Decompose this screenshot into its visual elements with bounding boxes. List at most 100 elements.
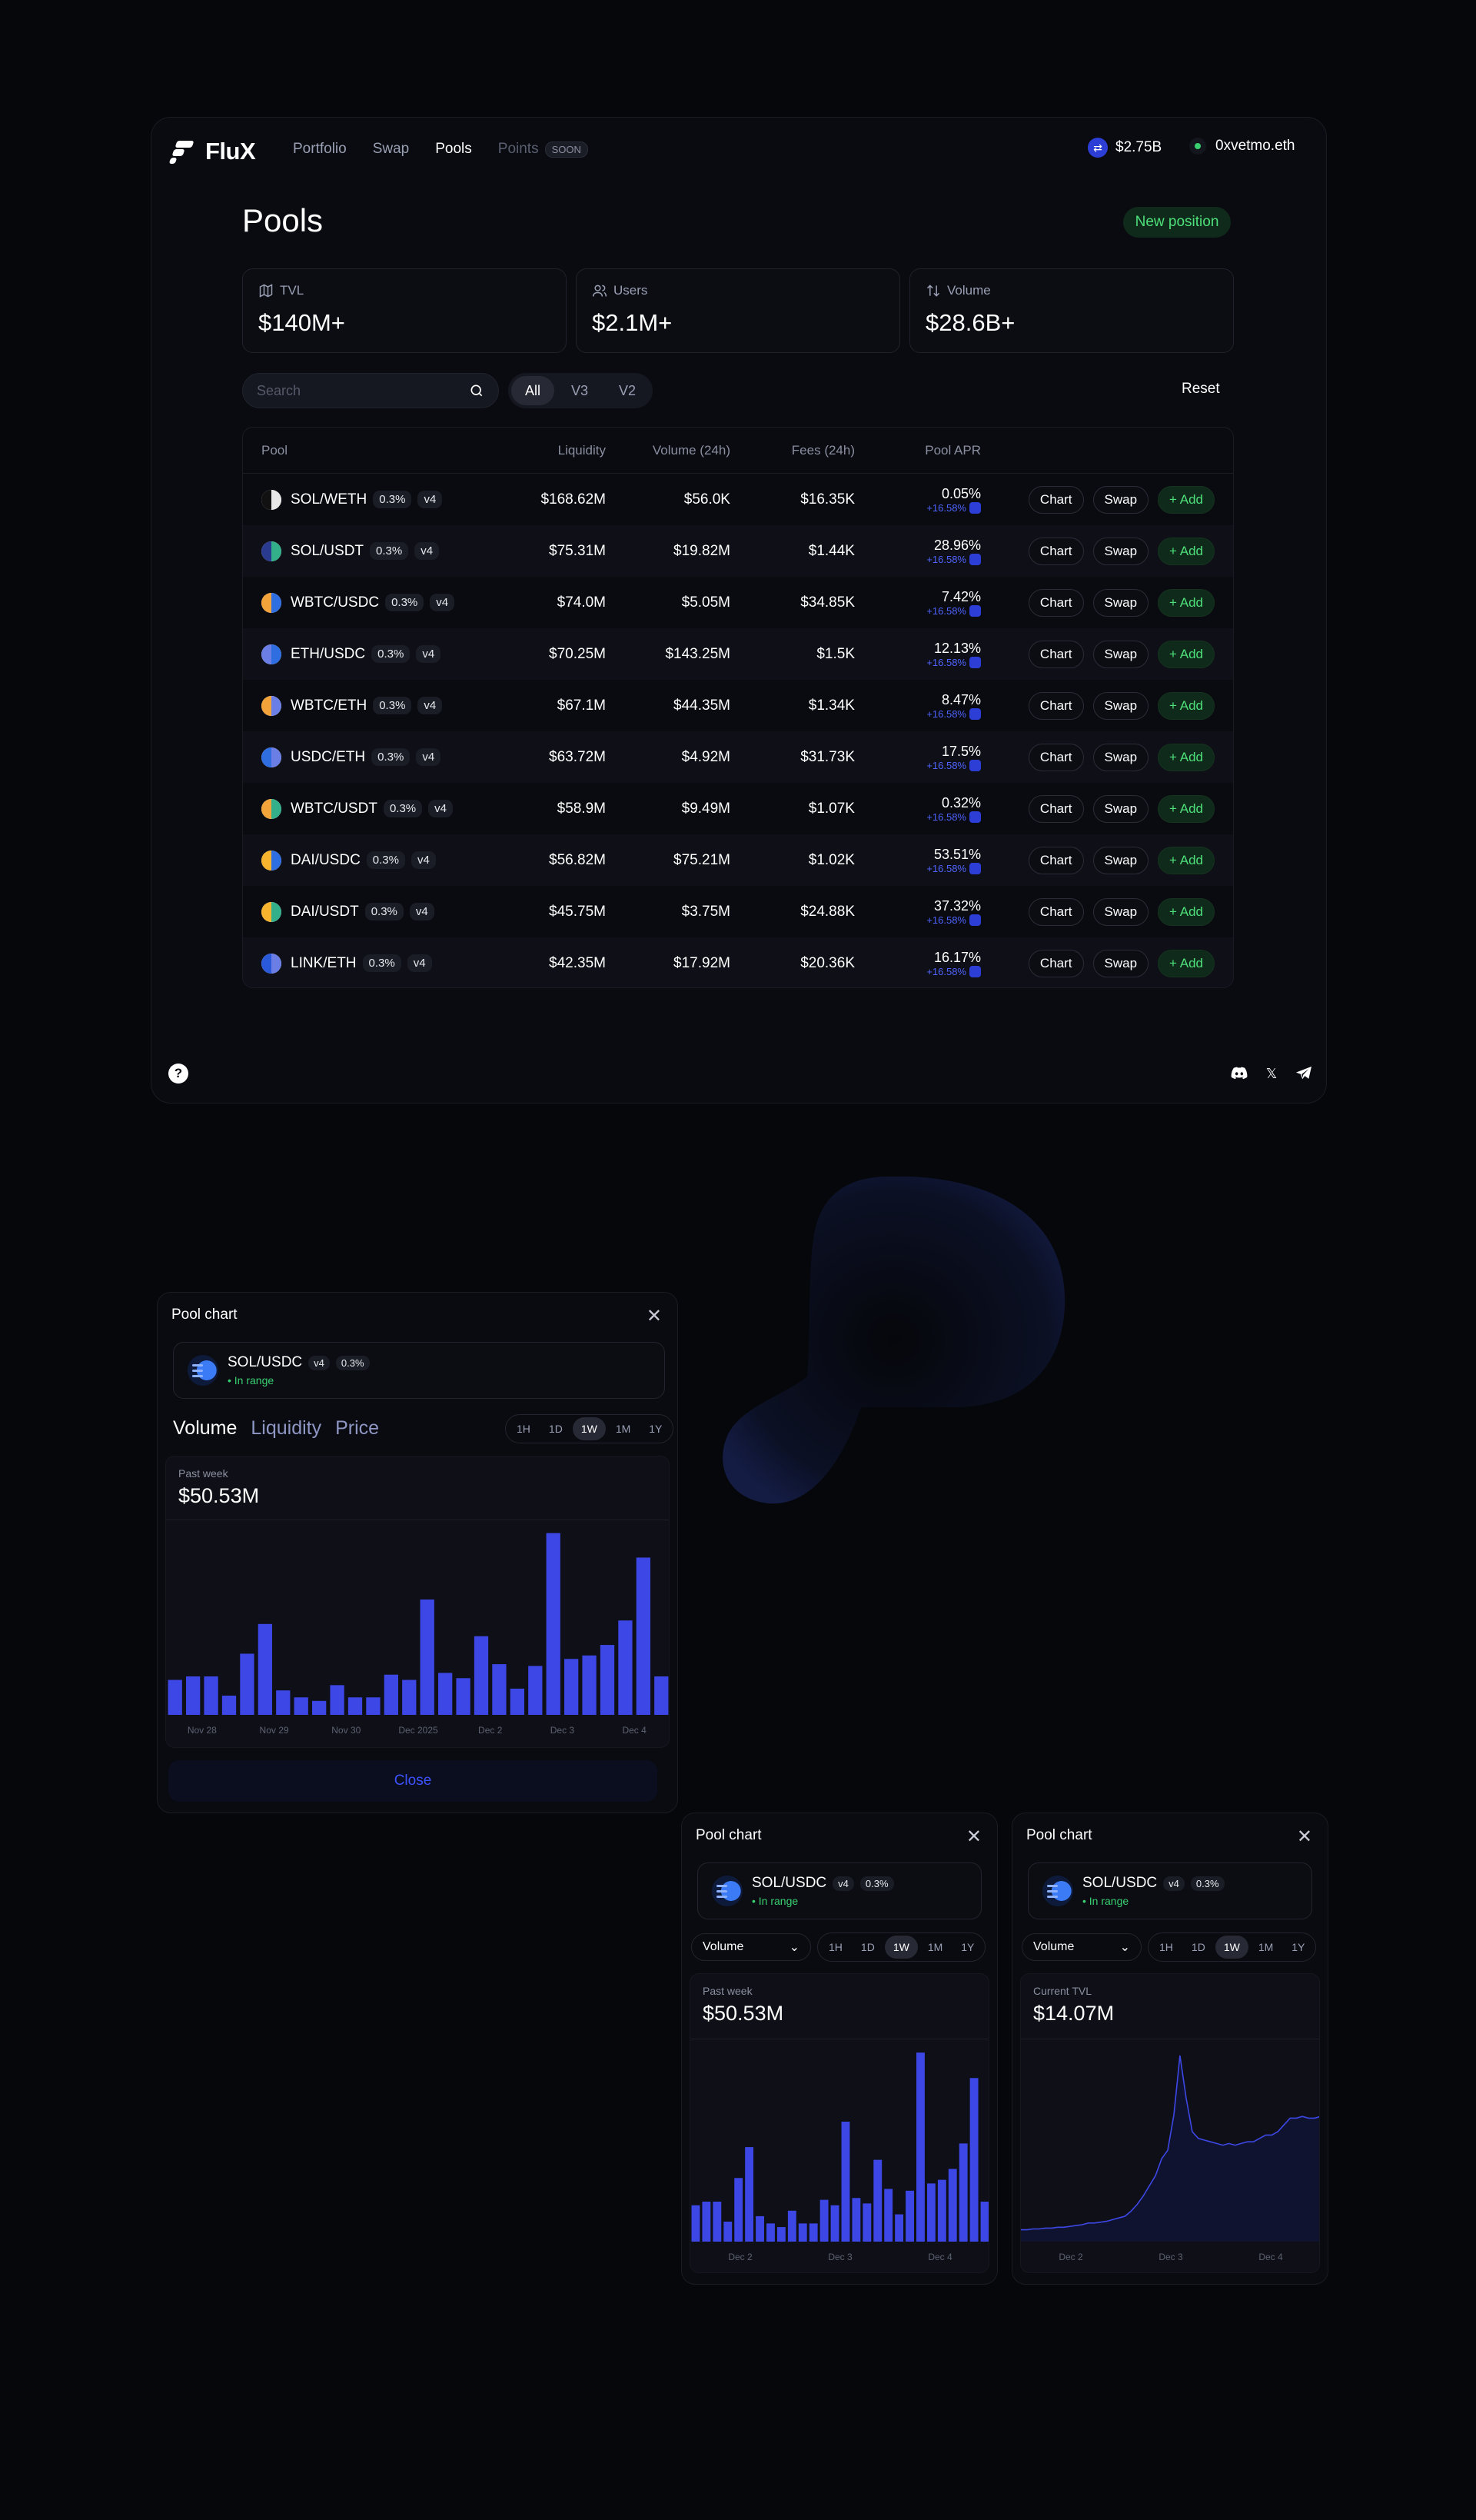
chart-bar[interactable] [366,1697,381,1715]
table-row[interactable]: DAI/USDC 0.3% v4 $56.82M $75.21M $1.02K 53.51%… [243,834,1233,886]
chart-button[interactable]: Chart [1028,949,1084,977]
chart-bar[interactable] [186,1676,201,1715]
swap-button[interactable]: Swap [1092,846,1149,874]
tf-1d[interactable]: 1D [1191,1941,1205,1953]
chart-bar[interactable] [402,1679,417,1715]
swap-button[interactable]: Swap [1092,537,1149,565]
chart-bar[interactable] [906,2190,914,2242]
add-button[interactable]: + Add [1158,640,1215,668]
tf-1m[interactable]: 1M [927,1941,943,1953]
add-button[interactable]: + Add [1158,846,1215,874]
search-icon[interactable] [469,383,484,398]
chart-bar[interactable] [492,1664,507,1715]
chart-bar[interactable] [873,2159,883,2242]
tf-1y[interactable]: 1Y [1292,1941,1305,1953]
chart-bar[interactable] [636,1557,650,1715]
chart-button[interactable]: Chart [1028,846,1084,874]
chart-button[interactable]: Chart [1028,691,1084,720]
tf-1d[interactable]: 1D [860,1941,875,1953]
table-row[interactable]: SOL/USDT 0.3% v4 $75.31M $19.82M $1.44K 28.96%… [243,525,1233,577]
close-icon[interactable]: ✕ [1296,1826,1312,1847]
tf-1m[interactable]: 1M [615,1423,631,1435]
tab-liquidity[interactable]: Liquidity [251,1417,322,1439]
chart-bar[interactable] [168,1679,182,1715]
brand-logo[interactable]: FluX [168,138,256,165]
nav-pools[interactable]: Pools [435,141,472,157]
chart-bar[interactable] [734,2178,743,2242]
add-button[interactable]: + Add [1158,897,1215,926]
table-row[interactable]: WBTC/ETH 0.3% v4 $67.1M $44.35M $1.34K 8.47% +1… [243,680,1233,731]
chart-button[interactable]: Chart [1028,640,1084,668]
add-button[interactable]: + Add [1158,588,1215,617]
chart-bar[interactable] [980,2202,989,2242]
chart-bar[interactable] [510,1688,524,1715]
chart-bar[interactable] [474,1636,489,1715]
add-button[interactable]: + Add [1158,485,1215,514]
filter-v2[interactable]: V2 [619,382,637,398]
chart-bar[interactable] [916,2052,925,2242]
tf-1h[interactable]: 1H [829,1941,843,1953]
chart-bar[interactable] [438,1673,453,1715]
tab-volume[interactable]: Volume [173,1417,238,1439]
swap-button[interactable]: Swap [1092,794,1149,823]
table-row[interactable]: WBTC/USDT 0.3% v4 $58.9M $9.49M $1.07K 0.32% +1… [243,783,1233,834]
chart-line[interactable] [1021,2055,1320,2231]
swap-button[interactable]: Swap [1092,949,1149,977]
chart-bar[interactable] [809,2223,818,2242]
close-icon[interactable]: ✕ [646,1306,662,1327]
chart-bar[interactable] [926,2183,936,2242]
nav-swap[interactable]: Swap [372,141,410,157]
table-row[interactable]: ETH/USDC 0.3% v4 $70.25M $143.25M $1.5K 12.13%… [243,628,1233,680]
reset-button[interactable]: Reset [1182,381,1220,397]
header-liquidity[interactable]: Liquidity [557,442,606,458]
chart-bar[interactable] [937,2179,946,2242]
tf-1h[interactable]: 1H [1159,1941,1173,1953]
tf-1d[interactable]: 1D [548,1423,563,1435]
nav-portfolio[interactable]: Portfolio [293,141,347,157]
chart-bar[interactable] [546,1533,560,1715]
add-button[interactable]: + Add [1158,794,1215,823]
wallet-button[interactable]: 0xvetmo.eth [1189,138,1295,155]
chart-bar[interactable] [204,1676,218,1715]
filter-v3[interactable]: V3 [571,382,589,398]
chart-button[interactable]: Chart [1028,588,1084,617]
chart-bar[interactable] [312,1700,327,1715]
chart-bar[interactable] [582,1655,597,1715]
chart-button[interactable]: Chart [1028,485,1084,514]
help-icon[interactable]: ? [168,1064,188,1084]
chart-bar[interactable] [420,1600,434,1715]
chart-bar[interactable] [330,1685,344,1715]
x-icon[interactable]: 𝕏 [1265,1065,1278,1081]
chart-bar[interactable] [221,1696,237,1715]
chart-bar[interactable] [600,1645,615,1715]
chart-bar[interactable] [294,1697,308,1715]
swap-button[interactable]: Swap [1092,691,1149,720]
chart-bar[interactable] [830,2205,839,2242]
close-icon[interactable]: ✕ [966,1826,982,1847]
swap-button[interactable]: Swap [1092,588,1149,617]
header-volume[interactable]: Volume (24h) [652,442,730,458]
chart-button[interactable]: Chart [1028,743,1084,771]
swap-button[interactable]: Swap [1092,485,1149,514]
chart-bar[interactable] [654,1676,669,1715]
tab-price[interactable]: Price [335,1417,380,1439]
chart-bar[interactable] [787,2210,796,2242]
filter-all[interactable]: All [511,376,555,405]
add-button[interactable]: + Add [1158,743,1215,771]
chart-bar[interactable] [959,2143,968,2242]
header-fees[interactable]: Fees (24h) [791,442,855,458]
chart-bar[interactable] [745,2147,754,2242]
chart-bar[interactable] [384,1674,398,1715]
chart-bar[interactable] [756,2215,764,2242]
header-pool[interactable]: Pool [261,442,288,458]
chart-bar[interactable] [702,2202,711,2242]
chart-bar[interactable] [276,1690,291,1715]
tf-1y[interactable]: 1Y [961,1941,975,1953]
swap-button[interactable]: Swap [1092,897,1149,926]
tf-1w[interactable]: 1W [884,1936,918,1959]
chart-bar[interactable] [766,2223,775,2242]
add-button[interactable]: + Add [1158,537,1215,565]
close-button[interactable]: Close [168,1760,657,1802]
chart-bar[interactable] [528,1666,543,1715]
header-apr[interactable]: Pool APR [925,442,981,458]
